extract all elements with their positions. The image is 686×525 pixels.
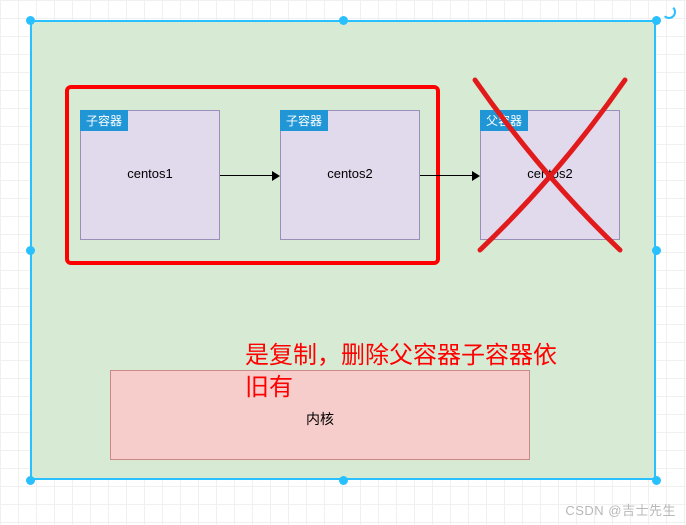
arrow-2 xyxy=(420,175,472,176)
handle-se[interactable] xyxy=(652,476,661,485)
handle-ne[interactable] xyxy=(652,16,661,25)
box-tag: 子容器 xyxy=(80,110,128,131)
watermark: CSDN @吉士先生 xyxy=(565,500,676,519)
handle-e[interactable] xyxy=(652,246,661,255)
handle-sw[interactable] xyxy=(26,476,35,485)
annotation-line1: 是复制，删除父容器子容器依 xyxy=(245,342,557,369)
annotation-text: 是复制，删除父容器子容器依 旧有 xyxy=(245,340,557,405)
handle-w[interactable] xyxy=(26,246,35,255)
arrow-2-head-icon xyxy=(472,171,480,181)
box-tag: 子容器 xyxy=(280,110,328,131)
box-tag: 父容器 xyxy=(480,110,528,131)
child-container-1[interactable]: 子容器 centos1 xyxy=(80,110,220,240)
rotate-handle-icon[interactable] xyxy=(662,5,676,19)
annotation-line2: 旧有 xyxy=(245,374,293,401)
handle-s[interactable] xyxy=(339,476,348,485)
child-container-2[interactable]: 子容器 centos2 xyxy=(280,110,420,240)
arrow-1-head-icon xyxy=(272,171,280,181)
parent-container[interactable]: 父容器 centos2 xyxy=(480,110,620,240)
arrow-1 xyxy=(220,175,272,176)
handle-nw[interactable] xyxy=(26,16,35,25)
handle-n[interactable] xyxy=(339,16,348,25)
